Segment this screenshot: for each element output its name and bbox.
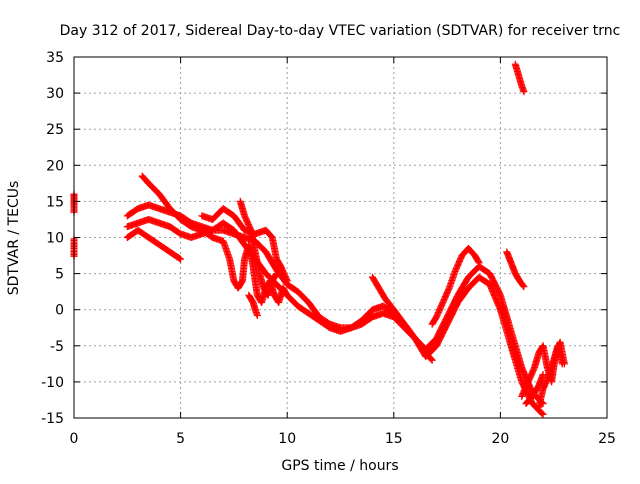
y-tick-label: -10 <box>41 375 64 391</box>
series-arc-11 <box>511 60 528 96</box>
data-point <box>428 356 436 364</box>
y-axis-label: SDTVAR / TECUs <box>6 181 22 296</box>
x-tick-label: 5 <box>176 431 185 447</box>
series-arc-2 <box>123 215 547 418</box>
data-point <box>272 271 280 279</box>
data-point <box>538 409 546 417</box>
data-point <box>520 283 528 291</box>
data-point <box>539 371 547 379</box>
data-point <box>175 254 183 262</box>
series-arc-8 <box>368 273 436 364</box>
series-arc-10 <box>503 248 528 291</box>
x-tick-label: 25 <box>598 431 616 447</box>
chart-title: Day 312 of 2017, Sidereal Day-to-day VTE… <box>60 23 621 39</box>
y-tick-label: 10 <box>46 231 64 247</box>
data-layer <box>70 60 568 418</box>
x-tick-label: 20 <box>491 431 509 447</box>
ticks: 0 5 10 15 20 25 -15 -10 -5 0 5 10 15 20 25 30 35 <box>41 50 616 447</box>
y-tick-label: -5 <box>50 339 64 355</box>
y-tick-label: 5 <box>55 267 64 283</box>
y-tick-label: 25 <box>46 122 64 138</box>
series-arc-6 <box>236 197 281 299</box>
data-point <box>253 311 261 319</box>
series-arc-5 <box>198 205 291 285</box>
x-axis-label: GPS time / hours <box>281 458 398 474</box>
data-point <box>283 291 291 299</box>
series-arc-9 <box>428 244 483 328</box>
series-arc-4 <box>138 172 291 306</box>
series-arc-13 <box>535 342 566 411</box>
y-tick-label: 20 <box>46 158 64 174</box>
data-point <box>475 259 483 267</box>
data-point <box>520 88 528 96</box>
data-point <box>283 277 291 285</box>
series-arc-7 <box>245 291 261 319</box>
y-tick-label: -15 <box>41 411 64 427</box>
data-point <box>177 255 185 263</box>
x-tick-label: 10 <box>278 431 296 447</box>
series-arc-3 <box>123 226 185 263</box>
x-tick-label: 0 <box>70 431 79 447</box>
series-arc-1 <box>123 201 547 408</box>
data-point <box>474 258 482 266</box>
data-point <box>427 355 435 363</box>
series-arc-14 <box>522 371 547 408</box>
data-point <box>273 270 281 278</box>
y-tick-label: 35 <box>46 50 64 66</box>
data-point <box>539 410 547 418</box>
data-point <box>519 281 527 289</box>
data-point <box>558 360 566 368</box>
data-point <box>282 290 290 298</box>
series-arc-12 <box>518 338 568 400</box>
x-tick-label: 15 <box>385 431 403 447</box>
grid <box>74 57 607 418</box>
y-tick-label: 15 <box>46 194 64 210</box>
y-tick-label: 30 <box>46 86 64 102</box>
y-tick-label: 0 <box>55 303 64 319</box>
